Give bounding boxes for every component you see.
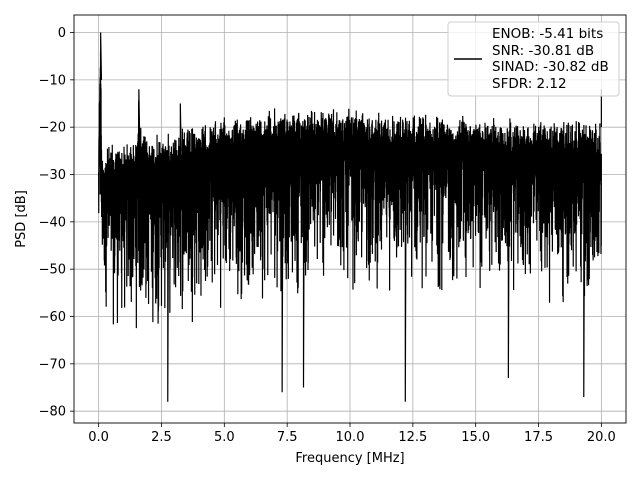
y-tick-label: −10 (39, 73, 66, 88)
y-tick-label: −70 (39, 357, 66, 372)
y-tick-label: −60 (39, 310, 66, 325)
legend-entry-sinad: SINAD: -30.82 dB (492, 59, 609, 75)
y-axis-title: PSD [dB] (14, 190, 29, 248)
x-tick-label: 15.0 (461, 430, 490, 445)
x-tick-label: 5.0 (214, 430, 235, 445)
x-tick-label: 20.0 (587, 430, 616, 445)
y-axis: 0 −10 −20 −30 −40 −50 −60 −70 −80 (39, 26, 74, 420)
legend-entry-sfdr: SFDR: 2.12 (492, 76, 567, 92)
x-axis-title: Frequency [MHz] (295, 451, 404, 466)
legend-box (447, 21, 620, 97)
legend-entry-snr: SNR: -30.81 dB (492, 43, 594, 59)
psd-series-line (98, 32, 602, 402)
y-tick-label: 0 (58, 26, 66, 41)
y-tick-label: −20 (39, 121, 66, 136)
x-tick-label: 7.5 (277, 430, 298, 445)
x-tick-label: 12.5 (398, 430, 427, 445)
legend-entry-enob: ENOB: -5.41 bits (492, 26, 603, 42)
x-tick-label: 0.0 (88, 430, 109, 445)
plot-area (98, 32, 602, 402)
series-group (98, 32, 602, 402)
x-tick-label: 2.5 (151, 430, 172, 445)
y-tick-label: −80 (39, 405, 66, 420)
y-tick-label: −40 (39, 215, 66, 230)
x-axis: 0.0 2.5 5.0 7.5 10.0 12.5 15.0 17.5 20.0 (88, 423, 616, 445)
y-tick-label: −50 (39, 263, 66, 278)
x-tick-label: 17.5 (524, 430, 553, 445)
y-tick-label: −30 (39, 168, 66, 183)
legend: ENOB: -5.41 bits SNR: -30.81 dB SINAD: -… (447, 21, 620, 97)
x-tick-label: 10.0 (336, 430, 365, 445)
